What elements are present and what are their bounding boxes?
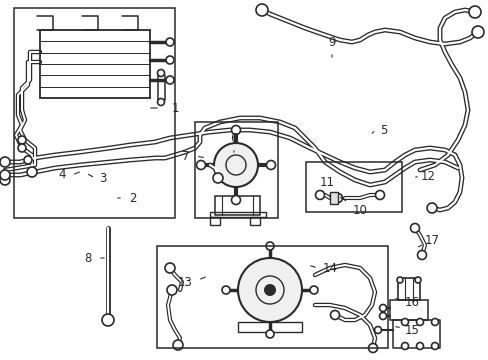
Circle shape <box>173 340 183 350</box>
Circle shape <box>266 161 275 170</box>
Circle shape <box>379 312 386 320</box>
Circle shape <box>27 167 37 177</box>
Text: 6: 6 <box>230 131 237 144</box>
Text: 7: 7 <box>182 149 189 162</box>
Circle shape <box>231 195 240 204</box>
Circle shape <box>0 157 10 167</box>
Circle shape <box>396 277 402 283</box>
Circle shape <box>238 258 302 322</box>
Bar <box>195 122 278 218</box>
Circle shape <box>0 170 10 180</box>
Text: 8: 8 <box>84 252 92 265</box>
Circle shape <box>401 342 407 350</box>
Circle shape <box>165 76 174 84</box>
Text: 3: 3 <box>99 171 106 184</box>
Circle shape <box>213 173 223 183</box>
Text: 14: 14 <box>322 261 337 274</box>
Circle shape <box>416 342 423 350</box>
Circle shape <box>265 242 273 250</box>
Circle shape <box>379 305 386 311</box>
Circle shape <box>430 319 438 325</box>
Bar <box>238 322 302 332</box>
Circle shape <box>157 99 164 105</box>
Bar <box>209 217 220 225</box>
Circle shape <box>18 136 26 144</box>
Text: 12: 12 <box>420 170 435 183</box>
Bar <box>157 246 387 348</box>
Circle shape <box>315 190 324 199</box>
Text: 4: 4 <box>58 168 65 181</box>
Circle shape <box>309 286 317 294</box>
Circle shape <box>222 286 229 294</box>
Circle shape <box>468 6 480 18</box>
Text: 2: 2 <box>129 192 137 204</box>
Circle shape <box>409 224 419 233</box>
Text: 1: 1 <box>171 102 179 114</box>
Text: 10: 10 <box>352 203 366 216</box>
Bar <box>14 8 175 218</box>
Circle shape <box>430 342 438 350</box>
Circle shape <box>374 327 381 333</box>
Bar <box>209 212 265 217</box>
Circle shape <box>256 4 267 16</box>
Circle shape <box>414 277 420 283</box>
Text: 15: 15 <box>404 324 419 337</box>
Circle shape <box>196 161 205 170</box>
Bar <box>305 162 401 212</box>
Circle shape <box>164 263 175 273</box>
Circle shape <box>167 285 177 295</box>
Circle shape <box>330 310 339 320</box>
Circle shape <box>426 203 436 213</box>
Circle shape <box>214 143 258 187</box>
Circle shape <box>368 343 377 352</box>
Bar <box>329 192 337 204</box>
Circle shape <box>231 126 240 135</box>
Text: 13: 13 <box>177 275 192 288</box>
Circle shape <box>264 284 275 296</box>
Circle shape <box>165 38 174 46</box>
Bar <box>40 30 150 98</box>
Circle shape <box>18 144 26 152</box>
Circle shape <box>0 175 10 185</box>
Circle shape <box>165 56 174 64</box>
Circle shape <box>416 319 423 325</box>
Circle shape <box>102 314 114 326</box>
Circle shape <box>157 69 164 77</box>
Circle shape <box>417 251 426 260</box>
Bar <box>389 300 427 320</box>
Circle shape <box>471 26 483 38</box>
Text: 9: 9 <box>327 36 335 49</box>
Circle shape <box>24 156 32 164</box>
Text: 16: 16 <box>404 296 419 309</box>
Text: 5: 5 <box>380 123 387 136</box>
Text: 11: 11 <box>319 175 334 189</box>
Circle shape <box>375 190 384 199</box>
Circle shape <box>265 330 273 338</box>
Bar <box>249 217 260 225</box>
Circle shape <box>333 194 342 202</box>
Circle shape <box>401 319 407 325</box>
Text: 17: 17 <box>424 234 439 247</box>
